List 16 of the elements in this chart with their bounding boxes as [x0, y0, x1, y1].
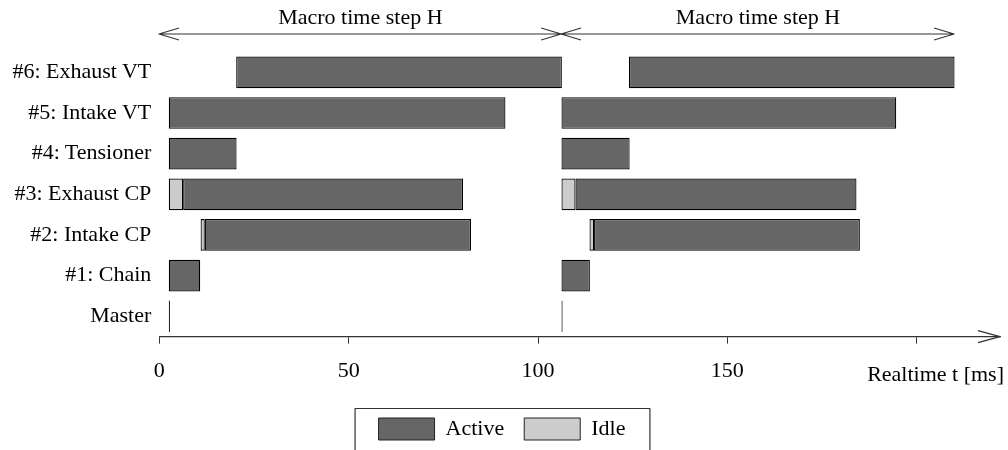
- y-tick-label: #6: Exhaust VT: [12, 58, 152, 84]
- x-tick-label: 50: [337, 356, 360, 382]
- y-tick-label: Master: [90, 302, 152, 328]
- y-tick-label: #5: Intake VT: [28, 98, 152, 124]
- x-tick-label: 100: [521, 356, 555, 382]
- x-tick-label: 0: [153, 356, 165, 382]
- y-tick-label: #4: Tensioner: [31, 139, 152, 165]
- text: Macro time step H: [674, 4, 842, 30]
- y-tick-label: #2: Intake CP: [30, 220, 152, 246]
- x-tick-label: 150: [710, 356, 744, 382]
- y-tick-label: #1: Chain: [65, 261, 152, 287]
- y-tick-label: #3: Exhaust CP: [14, 180, 152, 206]
- text: Macro time step H: [277, 4, 444, 30]
- x-axis-title: Realtime t [ms]: [867, 361, 1004, 387]
- legend-label: Active: [445, 414, 505, 440]
- legend-label: Idle: [591, 414, 626, 440]
